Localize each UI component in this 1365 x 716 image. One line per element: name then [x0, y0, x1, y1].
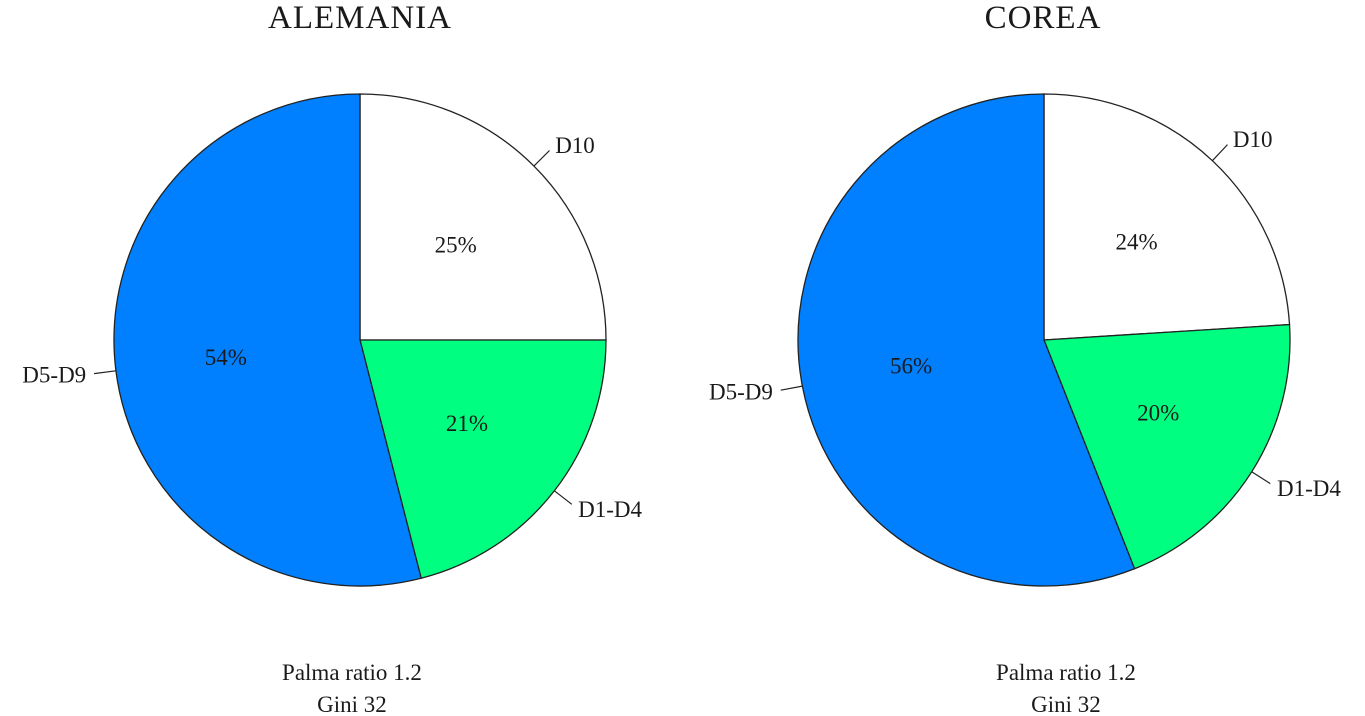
slice-percent-label: 20% [1137, 401, 1179, 426]
slice-percent-label: 21% [446, 411, 488, 436]
slice-percent-label: 54% [205, 345, 247, 370]
pie-slice-d10 [359, 93, 607, 341]
pie-slice-d10 [1043, 93, 1291, 341]
slice-leader-line [554, 490, 573, 505]
chart-title: COREA [985, 0, 1102, 36]
chart-title: ALEMANIA [268, 0, 452, 36]
slice-category-label: D5-D9 [22, 363, 86, 388]
pie-chart-corea: COREA 24% D10 20% D1-D4 56% D5-D9 Palma ratio… [709, 0, 1341, 716]
pie-slice-d5-d9 [113, 93, 422, 587]
slice-leader-line [780, 385, 803, 391]
palma-ratio-text: Palma ratio 1.2 [996, 660, 1136, 685]
slice-leader-line [94, 370, 116, 375]
pie-slice-d5-d9 [797, 93, 1136, 587]
gini-text: Gini 32 [1031, 692, 1101, 716]
pie-slice-d1-d4 [359, 339, 607, 580]
slice-category-label: D5-D9 [709, 380, 773, 405]
pie-chart-alemania: ALEMANIA 25% D10 21% D1-D4 54% D5-D9 Palma ra… [22, 0, 642, 716]
slice-category-label: D1-D4 [578, 497, 642, 522]
slice-category-label: D10 [1233, 127, 1273, 152]
slice-percent-label: 56% [890, 353, 932, 378]
gini-text: Gini 32 [317, 692, 387, 716]
palma-ratio-text: Palma ratio 1.2 [282, 660, 422, 685]
slice-category-label: D1-D4 [1277, 476, 1341, 501]
slice-leader-line [1211, 144, 1228, 162]
slice-percent-label: 25% [435, 232, 477, 257]
slice-leader-line [533, 150, 550, 167]
slice-leader-line [1251, 471, 1271, 485]
slice-category-label: D10 [555, 133, 595, 158]
slice-percent-label: 24% [1116, 229, 1158, 254]
